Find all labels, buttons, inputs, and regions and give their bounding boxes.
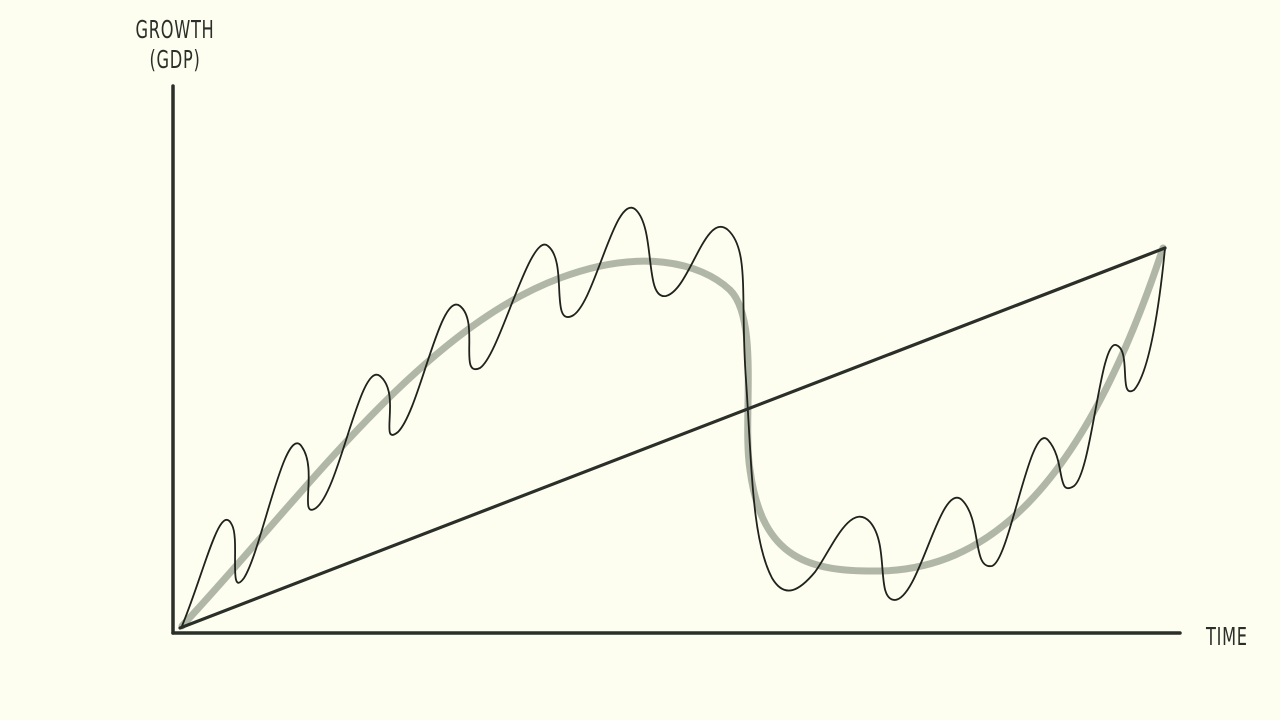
y-axis-label-line2: (GDP) (149, 46, 200, 75)
x-axis-label: TIME (1205, 623, 1248, 652)
y-axis-label-line1: GROWTH (136, 16, 215, 45)
oscillation-curve (181, 206, 1166, 627)
smooth-cycle-curve (178, 244, 1167, 630)
trend-line (178, 246, 1167, 630)
